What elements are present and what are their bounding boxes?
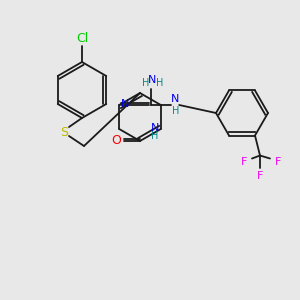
Text: N: N	[171, 94, 179, 104]
Text: Cl: Cl	[76, 32, 88, 46]
Text: N: N	[121, 99, 129, 109]
Text: N: N	[151, 123, 159, 133]
Text: F: F	[241, 157, 247, 166]
Text: H: H	[142, 78, 149, 88]
Text: F: F	[257, 170, 263, 181]
Text: H: H	[172, 106, 179, 116]
Text: H: H	[155, 78, 163, 88]
Text: H: H	[151, 131, 158, 141]
Text: O: O	[111, 134, 121, 148]
Text: F: F	[275, 157, 281, 166]
Text: S: S	[60, 125, 68, 139]
Text: N: N	[148, 75, 156, 85]
